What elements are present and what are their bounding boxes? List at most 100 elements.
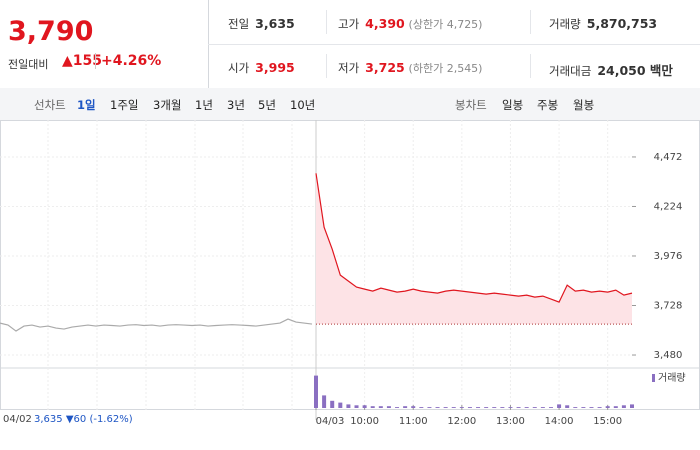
x-tick-label: 13:00 <box>496 416 525 427</box>
volume-bar <box>322 395 327 408</box>
tab-bar: 선차트 봉차트 1일 1주일 3개월 1년 3년 5년 10년 일봉 주봉 월봉 <box>0 88 700 121</box>
label: 시가 <box>228 61 250 75</box>
tab[interactable]: 월봉 <box>573 98 595 112</box>
volume-bar <box>548 407 553 408</box>
y-tick-label: 4,472 <box>654 152 683 163</box>
change: ▲155 <box>62 53 102 69</box>
label: 거래대금 <box>549 64 592 78</box>
volume-bar <box>476 407 481 408</box>
volume-bar <box>330 400 335 408</box>
x-tick-label: 04/03 <box>316 416 345 427</box>
y-tick-label: 3,728 <box>654 301 683 312</box>
limit: (하한가 2,545) <box>408 62 483 75</box>
price-line <box>315 173 633 303</box>
tab[interactable]: 일봉 <box>502 98 524 112</box>
volume-bar <box>395 407 400 408</box>
value: 4,390 <box>365 16 405 31</box>
volume-bar <box>500 407 505 408</box>
volume-bar <box>573 407 578 408</box>
volume-bar <box>589 407 594 408</box>
volume-bar <box>443 407 448 408</box>
volume-bar <box>435 407 440 408</box>
volume-bar <box>605 406 610 408</box>
divider <box>326 10 327 34</box>
volume-bar <box>508 407 513 408</box>
volume-bar <box>411 406 416 408</box>
volume-bar <box>386 406 391 408</box>
limit: (상한가 4,725) <box>408 18 483 31</box>
label: 거래량 <box>549 17 581 31</box>
value: 5,870,753 <box>586 16 658 31</box>
volume-bar <box>467 407 472 408</box>
y-tick-label: 4,224 <box>654 201 683 212</box>
volume-bar <box>451 407 456 408</box>
volume-bar <box>427 407 432 408</box>
volume-bar <box>378 406 383 408</box>
volume-bar <box>565 405 570 408</box>
value: 24,050 백만 <box>597 63 673 78</box>
divider <box>530 54 531 78</box>
value: 3,635 <box>255 16 295 31</box>
volume-bar <box>338 402 343 408</box>
prev-date: 04/02 <box>3 414 32 425</box>
prev-change-pct: (-1.62%) <box>89 414 133 425</box>
volume-bar <box>557 404 562 408</box>
tab[interactable]: 1주일 <box>110 98 139 112</box>
volume-bar <box>459 407 464 408</box>
tab[interactable]: 3년 <box>227 98 245 112</box>
volume-bar <box>370 406 375 408</box>
volume-bar <box>613 406 618 408</box>
tab[interactable]: 주봉 <box>537 98 559 112</box>
row-divider <box>208 44 700 45</box>
prev-close: 3,635 <box>34 414 63 425</box>
volume-bar <box>524 407 529 408</box>
x-tick-label: 12:00 <box>447 416 476 427</box>
price-line <box>0 318 313 332</box>
value: 3,725 <box>365 60 405 75</box>
divider <box>530 10 531 34</box>
label: 전일 <box>228 17 250 31</box>
tab[interactable]: 5년 <box>258 98 276 112</box>
x-tick-label: 14:00 <box>545 416 574 427</box>
volume-bar <box>484 407 489 408</box>
tab[interactable]: 1년 <box>195 98 213 112</box>
x-tick-label: 15:00 <box>593 416 622 427</box>
x-tick-label: 10:00 <box>350 416 379 427</box>
label: 고가 <box>338 17 360 31</box>
tab-group-label: 선차트 <box>34 98 66 112</box>
volume-bar <box>314 375 318 408</box>
volume-bar <box>354 405 359 408</box>
plot-border <box>0 120 700 410</box>
prev-change: ▼60 <box>65 414 87 425</box>
divider <box>326 54 327 78</box>
prev-summary: 3,635 ▼60 (-1.62%) <box>34 414 133 425</box>
volume-bar <box>621 405 626 408</box>
x-tick-label: 11:00 <box>399 416 428 427</box>
quote-header: 3,790 전일대비 ▲155 +4.26% 전일 3,635 시가 3,995 고… <box>0 0 700 89</box>
volume-bar <box>419 407 424 408</box>
label: 저가 <box>338 61 360 75</box>
volume-bar <box>346 404 351 408</box>
volume-bar <box>532 407 537 408</box>
volume-bar <box>516 407 521 408</box>
legend-label: 거래량 <box>658 372 686 384</box>
volume-bar <box>630 404 634 408</box>
volume-bar <box>362 405 367 408</box>
tab[interactable]: 10년 <box>290 98 316 112</box>
price: 3,790 <box>8 16 94 47</box>
tab[interactable]: 3개월 <box>153 98 182 112</box>
legend-swatch <box>652 374 655 382</box>
price-chart: 4,472 4,224 3,976 3,728 3,480 04/03 10:00 11:00… <box>0 120 700 427</box>
value: 3,995 <box>255 60 295 75</box>
volume-bar <box>492 407 497 408</box>
change-pct: +4.26% <box>95 53 161 69</box>
volume-bar <box>540 407 545 408</box>
y-tick-label: 3,976 <box>654 251 683 262</box>
volume-bar <box>403 406 408 408</box>
change-label: 전일대비 <box>8 58 49 71</box>
tab-group-label: 봉차트 <box>455 98 487 112</box>
y-tick-label: 3,480 <box>654 350 683 361</box>
tab[interactable]: 1일 <box>77 98 96 112</box>
area-fill <box>316 173 632 325</box>
